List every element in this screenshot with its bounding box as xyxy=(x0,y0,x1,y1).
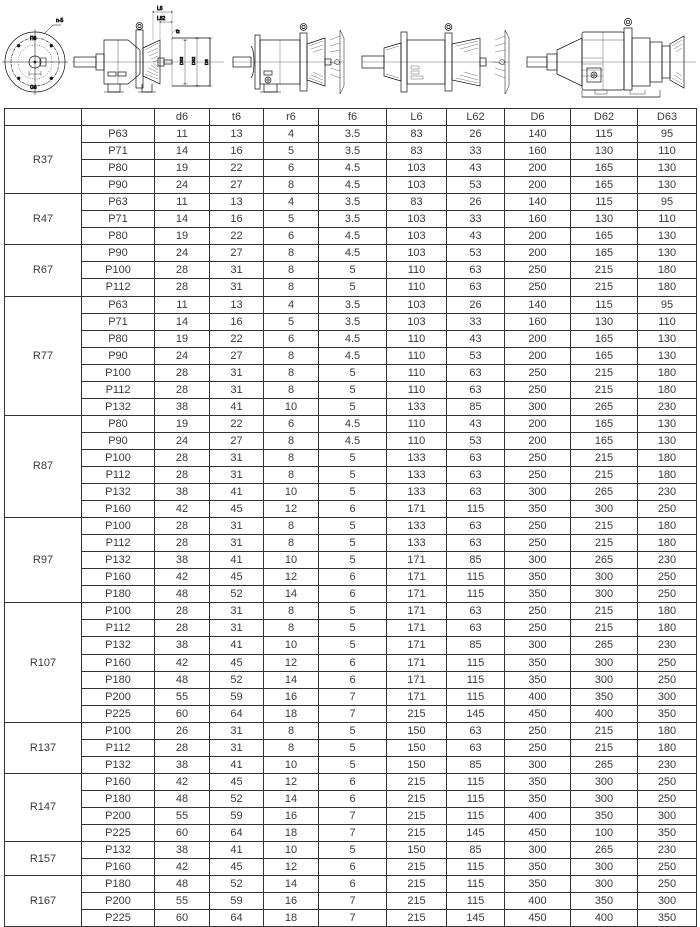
svg-text:D63: D63 xyxy=(179,56,184,65)
svg-text:D6: D6 xyxy=(204,59,209,65)
svg-text:L62: L62 xyxy=(157,16,166,22)
svg-text:L6: L6 xyxy=(157,6,163,12)
svg-text:G6: G6 xyxy=(30,85,37,91)
svg-text:n-5: n-5 xyxy=(56,18,63,24)
svg-text:D62: D62 xyxy=(191,56,196,65)
svg-text:f2: f2 xyxy=(176,29,180,34)
svg-text:П6: П6 xyxy=(30,36,37,42)
